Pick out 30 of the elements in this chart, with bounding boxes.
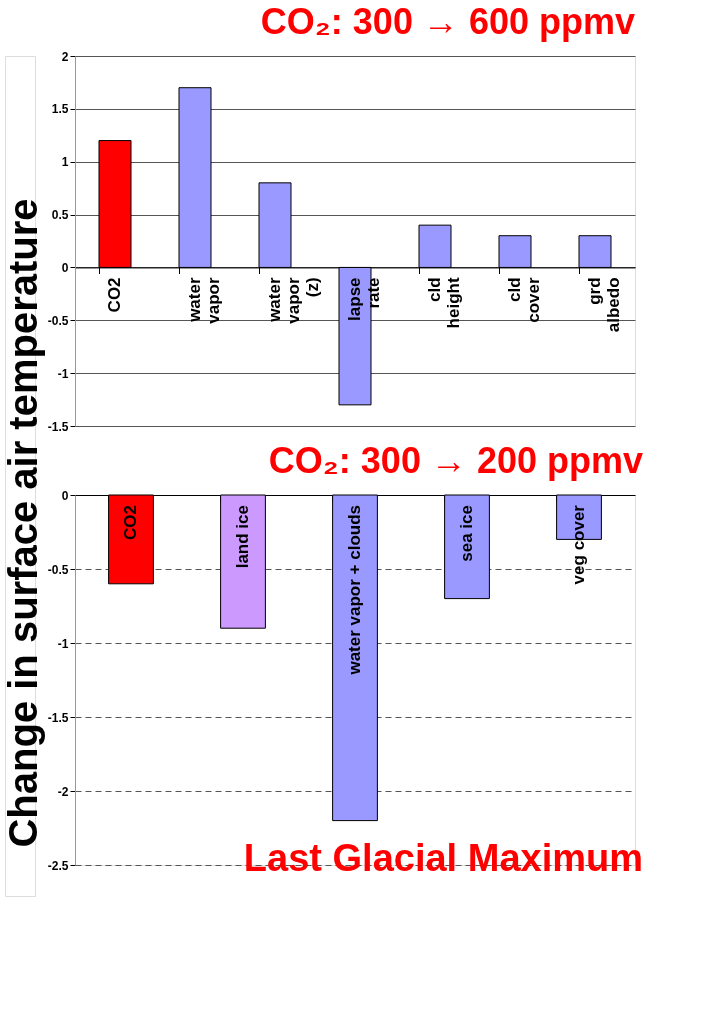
chart-title: CO₂: 300 → 600 ppmv — [260, 1, 635, 42]
y-tick-label: 1 — [61, 155, 69, 170]
x-tick-label: water vapor — [185, 277, 223, 324]
x-tick-label: grd albedo — [585, 277, 623, 333]
y-tick-label: -2.5 — [47, 858, 69, 873]
x-tick-label: cld cover — [505, 277, 543, 323]
annotation: Last Glacial Maximum — [243, 837, 643, 879]
y-tick-label: 2 — [61, 49, 69, 64]
x-tick-label: veg cover — [569, 504, 588, 585]
x-tick-label: water vapor + clouds — [345, 505, 364, 676]
x-tick-label: sea ice — [457, 505, 476, 562]
y-tick-label: -2 — [57, 784, 69, 799]
y-tick-label: -0.5 — [47, 562, 69, 577]
chart-title: CO₂: 300 → 200 ppmv — [268, 440, 643, 481]
y-axis-title: Change in surface air temperature — [1, 198, 45, 848]
y-tick-label: -0.5 — [47, 313, 69, 328]
y-tick-label: 0 — [61, 260, 69, 275]
x-tick-label: lapse rate — [345, 277, 383, 321]
x-tick-label: CO2 — [121, 505, 140, 540]
x-tick-label: land ice — [233, 505, 252, 569]
y-tick-label: 0 — [61, 488, 69, 503]
y-tick-label: 1.5 — [51, 102, 69, 117]
x-tick-label: water vapor (z) — [265, 277, 322, 324]
x-tick-label: cld height — [425, 277, 463, 329]
y-tick-label: -1.5 — [47, 710, 69, 725]
x-tick-label: CO2 — [105, 277, 124, 313]
y-tick-label: 0.5 — [51, 208, 69, 223]
y-tick-label: -1.5 — [47, 419, 69, 434]
y-tick-label: -1 — [57, 366, 69, 381]
y-tick-label: -1 — [57, 636, 69, 651]
